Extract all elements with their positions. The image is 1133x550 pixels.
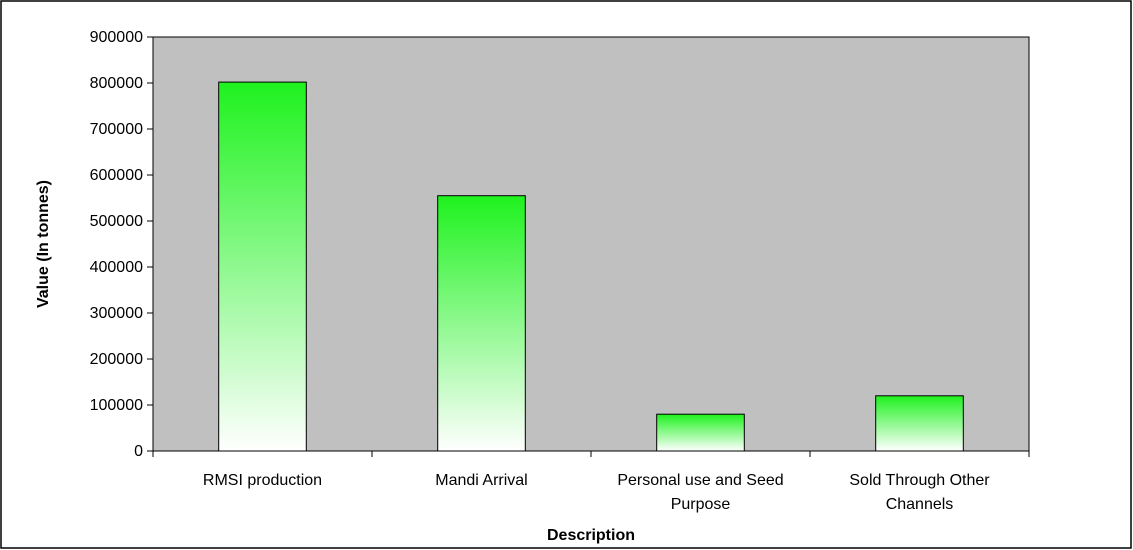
y-tick-label: 0 [134,443,143,460]
category-label: Personal use and Seed Purpose [617,472,783,513]
y-tick-label: 600000 [90,167,143,184]
category-label: Mandi Arrival [435,472,527,489]
category-label: RMSI production [203,472,322,489]
bar-1 [218,81,307,452]
y-tick-label: 400000 [90,259,143,276]
y-tick-label: 100000 [90,397,143,414]
bar-3 [656,413,745,452]
category-label: Sold Through Other Channels [849,472,990,513]
bar-4 [875,395,964,452]
y-tick-label: 500000 [90,213,143,230]
x-axis-title: Description [547,527,635,544]
y-tick-label: 700000 [90,121,143,138]
bar-2 [437,195,526,452]
y-tick-label: 800000 [90,75,143,92]
y-tick-label: 200000 [90,351,143,368]
y-axis-title: Value (In tonnes) [35,180,52,308]
y-tick-label: 300000 [90,305,143,322]
y-tick-label: 900000 [90,29,143,46]
